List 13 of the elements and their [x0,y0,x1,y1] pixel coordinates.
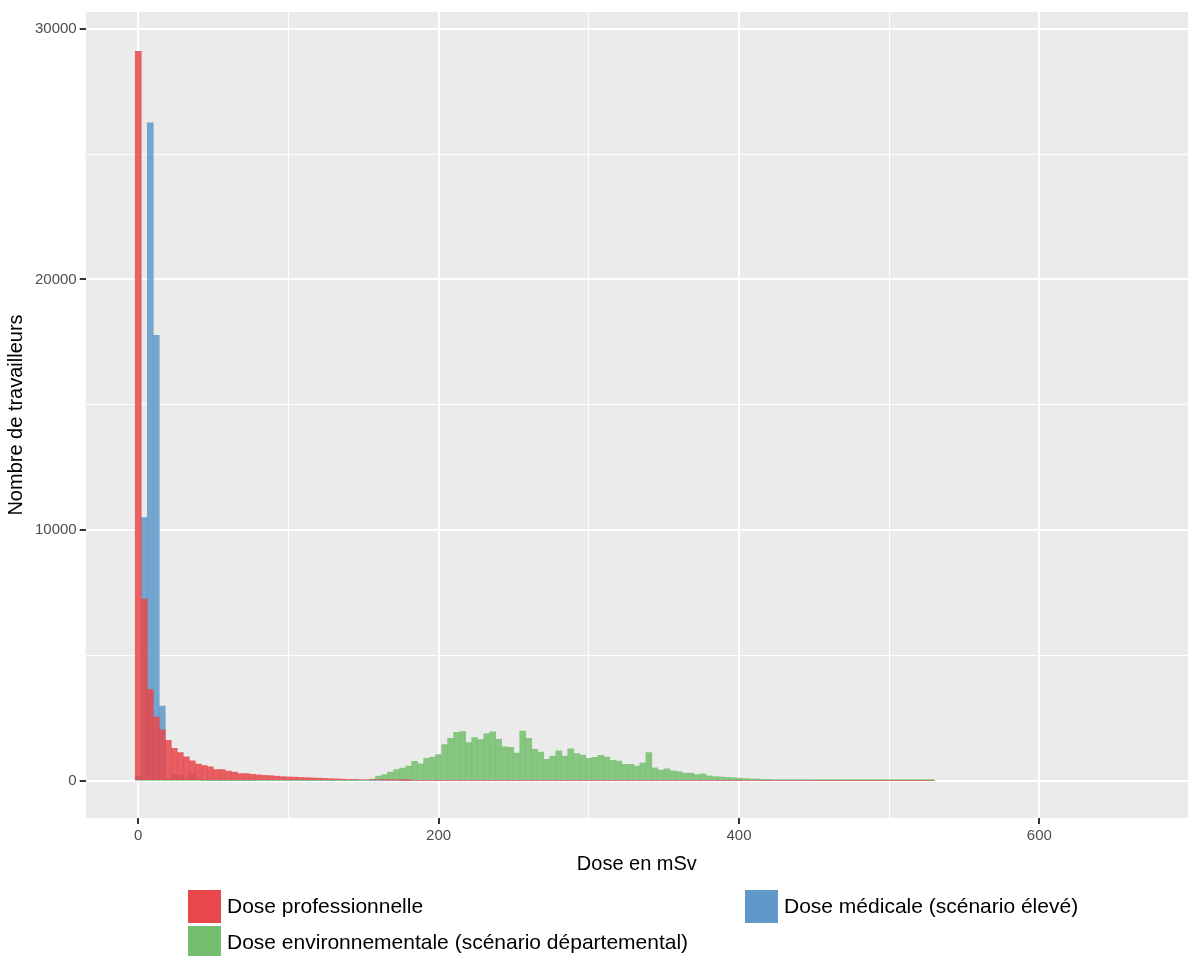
x-tick-label: 600 [1026,826,1052,844]
x-tick-label: 400 [726,826,752,844]
x-tick-label: 200 [426,826,452,844]
x-axis-title: Dose en mSv [576,851,697,874]
y-axis-title: Nombre de travailleurs [3,314,26,516]
y-tick-label: 0 [68,770,77,788]
x-tick-label: 0 [134,826,143,844]
legend-label: Dose médicale (scénario élevé) [784,894,1079,918]
y-tick-label: 20000 [34,269,77,287]
y-tick-label: 10000 [34,520,77,538]
legend-label: Dose professionnelle [227,894,424,918]
y-tick-label: 30000 [34,18,77,36]
legend-label: Dose environnementale (scénario départemental) [227,930,689,954]
